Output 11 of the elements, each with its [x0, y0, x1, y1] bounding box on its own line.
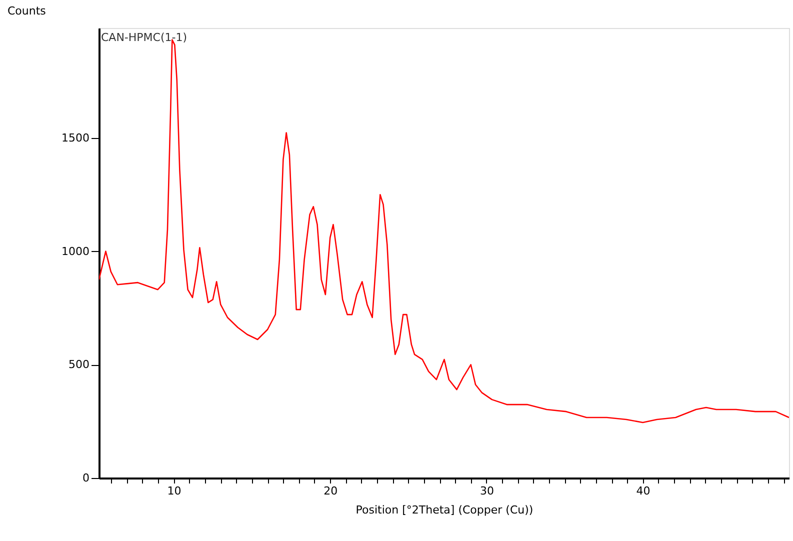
y-tick-label: 1000: [62, 244, 90, 258]
annotation: CAN-HPMC(1-1): [101, 31, 188, 44]
x-axis-title: Position [°2Theta] (Copper (Cu)): [356, 504, 534, 516]
x-tick-label: 40: [636, 484, 650, 498]
x-tick-label: 10: [167, 484, 182, 498]
x-tick-label: 30: [480, 484, 494, 498]
y-tick-label: 1500: [62, 131, 90, 144]
x-tick-label: 20: [324, 484, 338, 498]
y-tick-label: 0: [82, 472, 90, 484]
y-tick-label: 500: [68, 358, 90, 372]
y-axis-title: Counts: [8, 4, 46, 18]
